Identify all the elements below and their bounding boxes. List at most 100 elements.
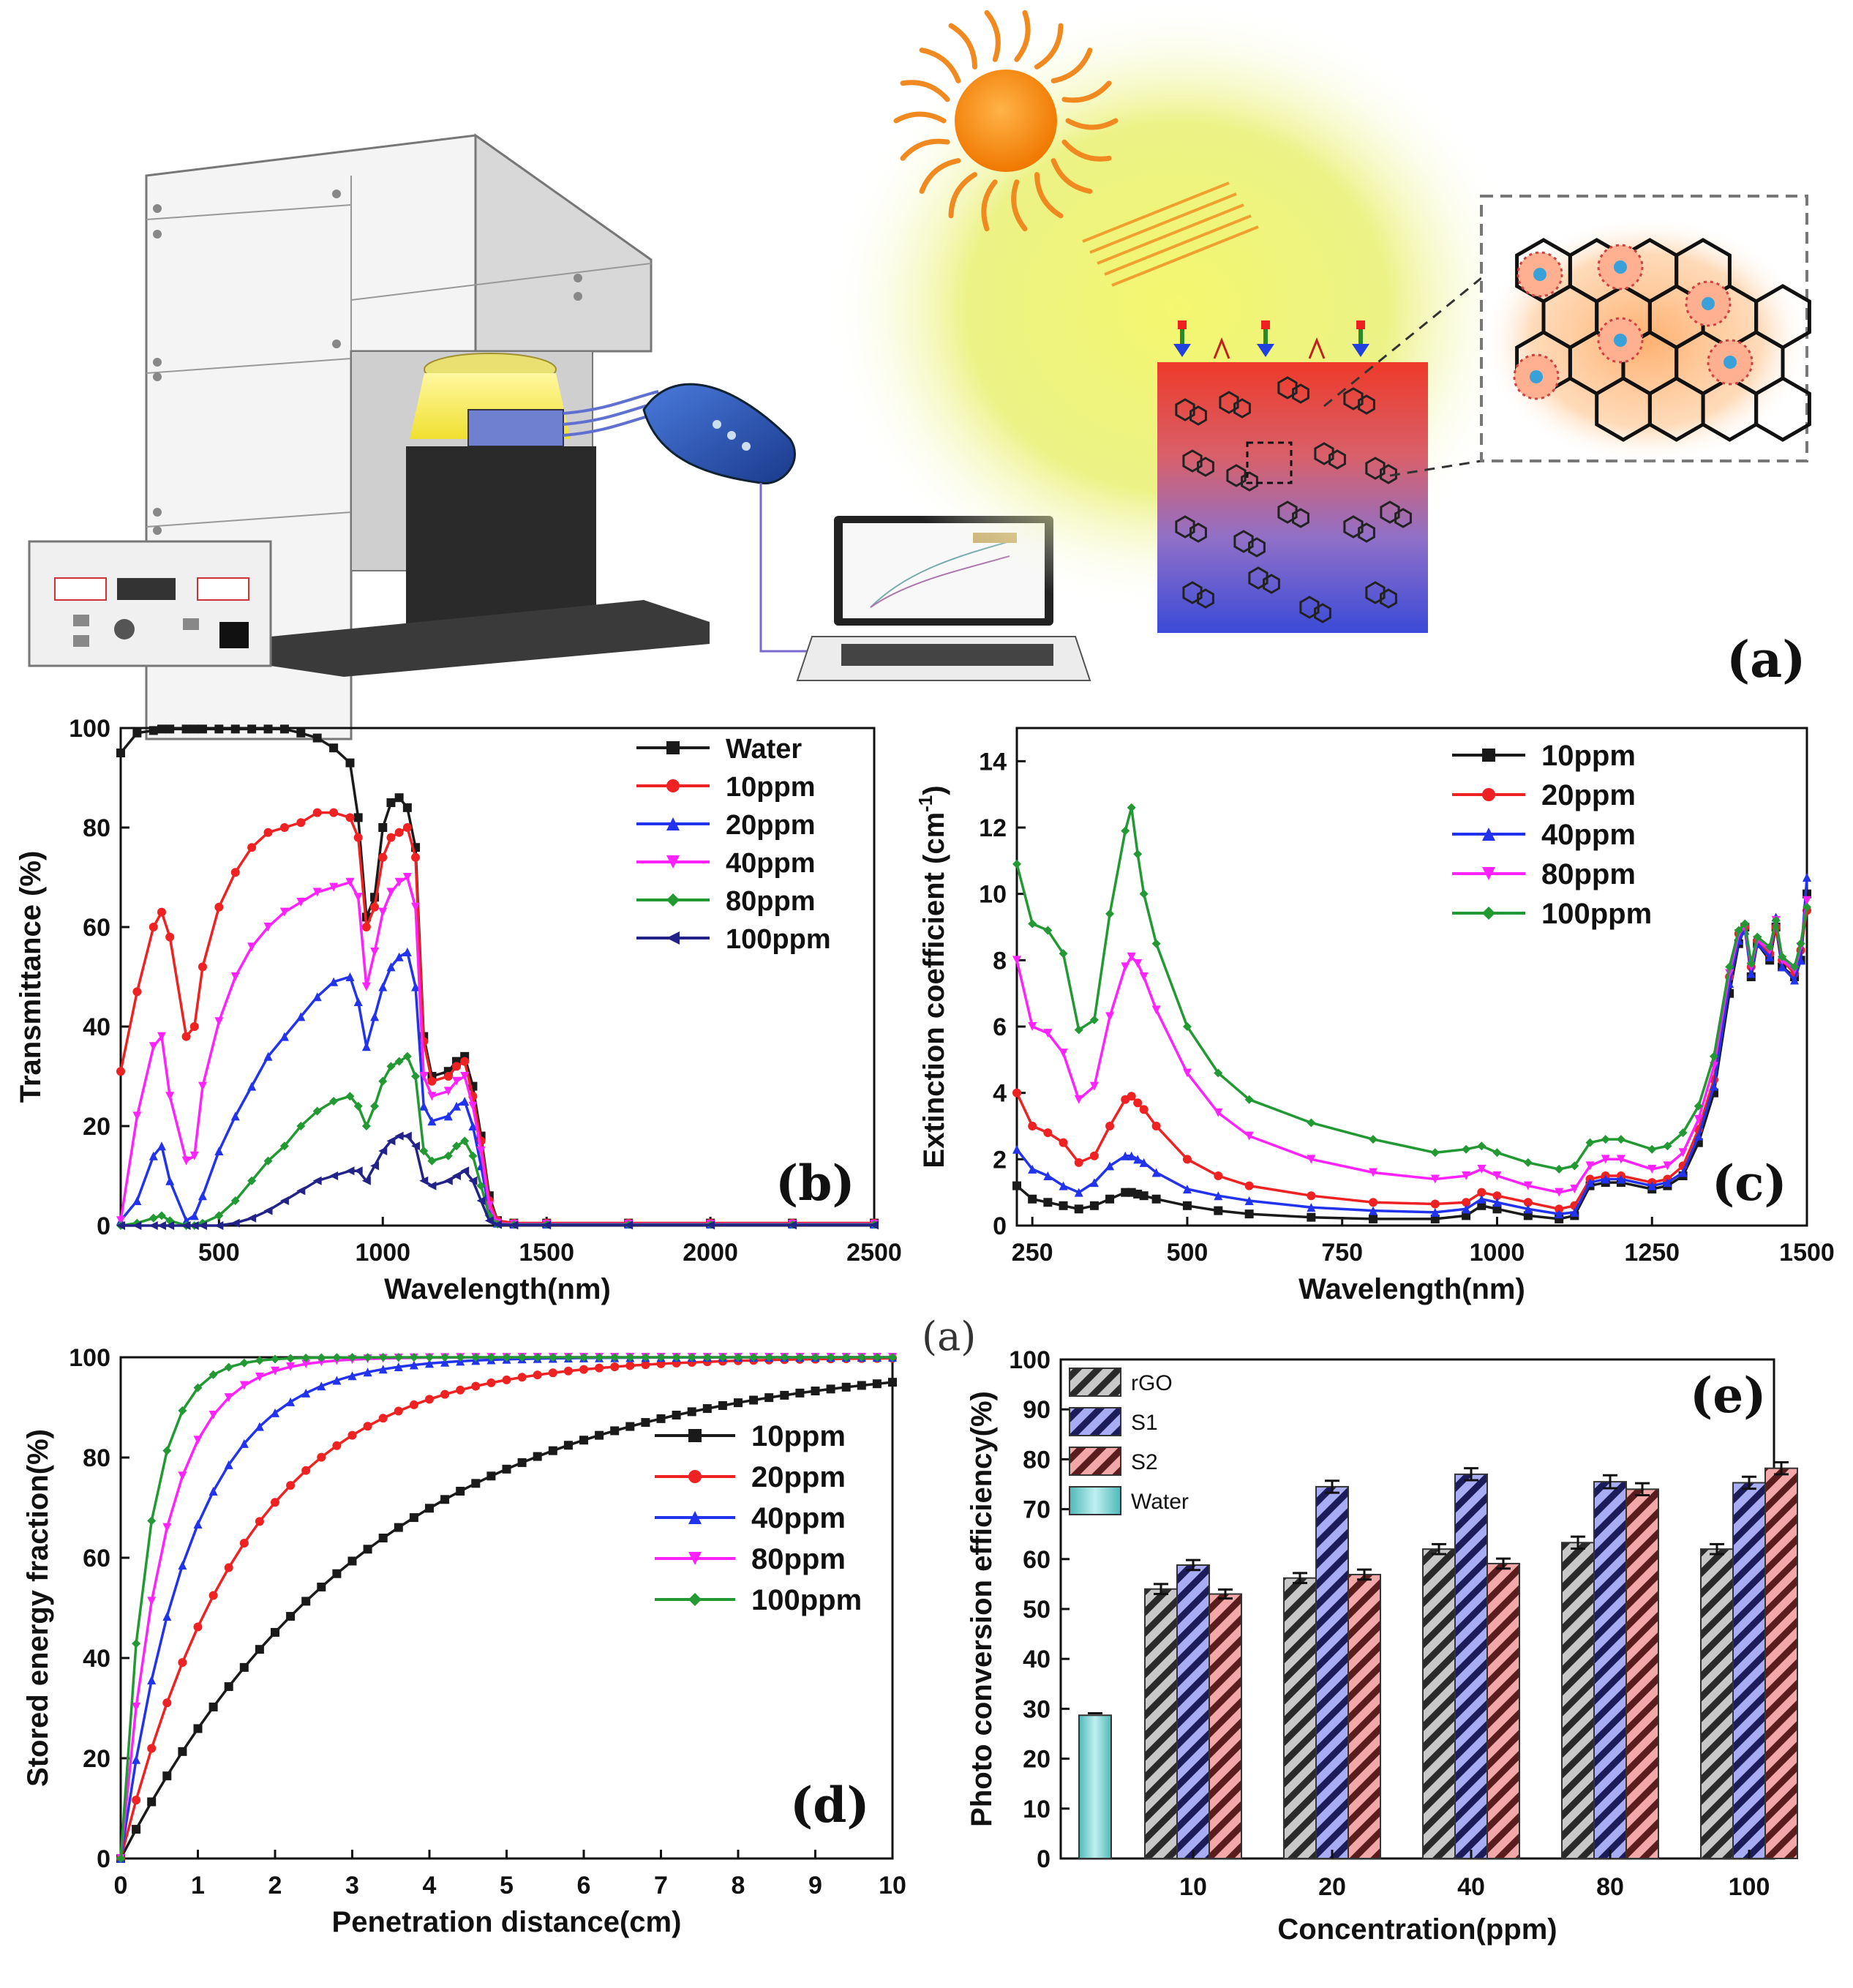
data-point-Water [386,798,396,807]
data-point-80ppm [1803,896,1811,905]
data-point-40ppm [1803,873,1811,882]
legend-marker-80ppm [1482,867,1495,880]
solar-simulator-icon [28,133,710,740]
legend-marker-100ppm [1482,907,1495,920]
data-point-100ppm [1663,1141,1672,1151]
data-point-40ppm [1121,1151,1130,1160]
data-point-40ppm [1477,1194,1486,1204]
data-point-40ppm [1089,1178,1099,1188]
data-point-100ppm [193,1383,203,1392]
data-point-80ppm [1369,1168,1378,1177]
data-point-Water [165,724,175,734]
data-point-10ppm [208,1702,218,1711]
data-point-10ppm [563,1441,573,1450]
data-point-100ppm [656,1353,666,1362]
data-point-40ppm [1182,1185,1192,1194]
data-point-100ppm [476,1196,486,1205]
data-point-40ppm [1430,1207,1440,1217]
data-point-20ppm [198,1191,207,1201]
data-point-80ppm [263,1156,273,1166]
data-point-100ppm [1139,889,1149,899]
x-tick-label: 250 [1012,1239,1053,1267]
data-point-100ppm [132,1639,141,1648]
data-point-100ppm [718,1353,727,1362]
data-point-10ppm [579,1436,588,1445]
data-point-40ppm [476,1147,486,1155]
data-point-100ppm [378,1353,388,1362]
bar-S2-40 [1486,1562,1520,1859]
data-point-100ppm [826,1353,835,1362]
data-point-80ppm [1182,1068,1192,1078]
data-point-40ppm [1616,1174,1625,1184]
data-point-10ppm [718,1400,727,1410]
legend-marker-10ppm [666,779,680,792]
data-point-100ppm [1734,926,1743,935]
data-point-10ppm [656,1414,666,1423]
data-point-20ppm [517,1373,527,1382]
data-point-100ppm [402,1131,412,1141]
data-point-40ppm [1585,1178,1595,1188]
data-point-100ppm [255,1356,264,1365]
data-point-100ppm [1601,1135,1610,1144]
data-point-80ppm [1105,1012,1115,1021]
data-point-80ppm [132,1702,141,1711]
data-point-10ppm [460,1057,470,1066]
data-point-40ppm [1462,1204,1471,1214]
data-point-10ppm [471,1479,481,1488]
data-point-100ppm [1771,915,1781,925]
bar-S2-20 [1348,1573,1381,1859]
data-point-10ppm [162,1771,172,1781]
data-point-Water [157,724,166,734]
legend-marker-40ppm [688,1511,702,1524]
data-point-100ppm [533,1353,542,1362]
data-point-100ppm [1121,826,1130,836]
data-point-40ppm [419,1072,429,1081]
data-point-80ppm [1307,1155,1316,1164]
data-point-100ppm [579,1353,588,1362]
data-point-100ppm [1725,962,1734,972]
data-point-10ppm [345,813,355,822]
data-point-40ppm [301,1388,311,1398]
bar-rGO-100 [1700,1548,1734,1859]
data-point-100ppm [734,1353,743,1362]
data-point-100ppm [239,1358,249,1368]
data-point-40ppm [1570,1207,1579,1217]
data-point-10ppm [427,1076,437,1086]
data-point-40ppm [1059,1181,1068,1190]
legend-marker-20ppm [688,1470,702,1483]
data-point-20ppm [1074,1158,1083,1167]
data-point-40ppm [1105,1161,1115,1171]
data-point-80ppm [476,1181,486,1190]
data-point-10ppm [402,823,412,832]
data-point-20ppm [224,1563,233,1572]
data-point-40ppm [1796,956,1805,965]
legend-label: 40ppm [1541,819,1636,851]
data-point-Water [132,728,142,738]
data-point-20ppm [132,1796,141,1805]
data-point-Water [370,893,380,902]
data-point-10ppm [1430,1214,1440,1223]
y-tick-label: 70 [1023,1496,1050,1524]
data-point-100ppm [347,1353,357,1362]
data-point-100ppm [1740,919,1750,929]
data-point-40ppm [157,1032,166,1041]
data-point-80ppm [1523,1181,1533,1190]
data-point-20ppm [440,1389,450,1399]
data-point-80ppm [468,1151,478,1160]
data-point-10ppm [132,1825,141,1834]
data-point-100ppm [1616,1135,1625,1144]
data-point-80ppm [394,1057,404,1066]
series-line-20ppm [119,950,874,1226]
data-point-100ppm [1765,942,1775,952]
data-point-80ppm [402,1051,412,1061]
data-point-40ppm [378,1365,388,1374]
data-point-20ppm [1214,1171,1223,1180]
data-point-40ppm [394,877,404,887]
x-tick-label: 5 [500,1872,514,1899]
legend-label: 40ppm [726,848,815,879]
data-point-80ppm [312,1106,322,1116]
data-point-20ppm [329,977,339,986]
data-point-100ppm [247,1213,257,1223]
data-point-100ppm [1462,1144,1471,1154]
data-point-10ppm [386,833,396,842]
